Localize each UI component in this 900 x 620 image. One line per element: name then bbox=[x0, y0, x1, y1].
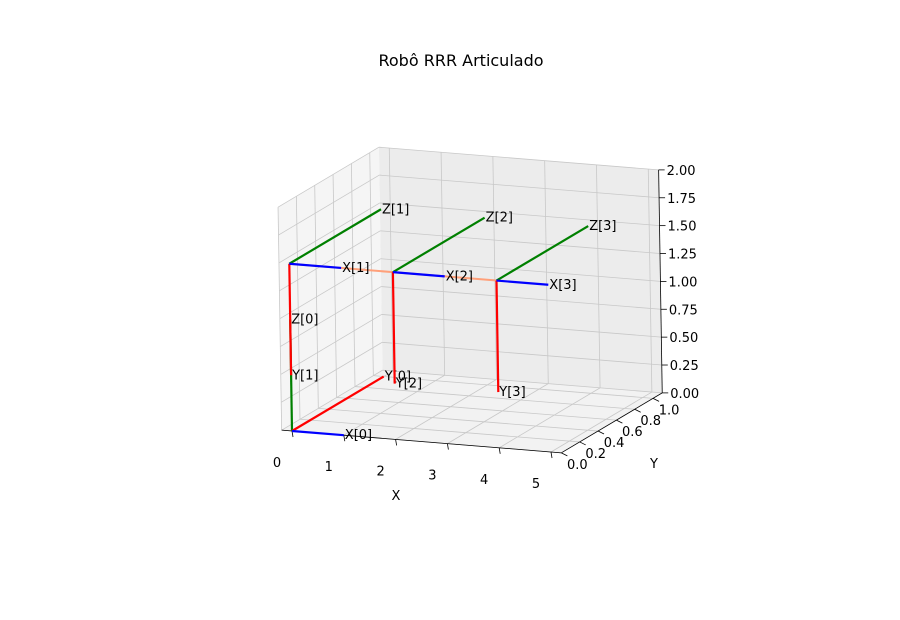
frame-3: Z[3] Y[3] X[3] bbox=[495, 219, 617, 400]
y-tick-mark bbox=[634, 408, 641, 413]
frame-0-x-axis bbox=[291, 429, 344, 437]
y-tick-label: 1.0 bbox=[659, 403, 680, 418]
frame-1-x-label: X[1] bbox=[342, 261, 369, 276]
floor-pane bbox=[281, 370, 663, 453]
y-tick-mark bbox=[579, 441, 586, 446]
grid-line bbox=[381, 286, 661, 310]
grid-line bbox=[278, 174, 380, 236]
frame-2-z-axis bbox=[392, 216, 486, 274]
frame-1-z-label: Z[1] bbox=[382, 202, 409, 217]
frame-3-y-label: Y[3] bbox=[498, 385, 525, 400]
grid-line bbox=[279, 258, 381, 320]
frame-1-y-label: Y[1] bbox=[291, 368, 318, 383]
frame-0-z-label: Z[0] bbox=[291, 313, 318, 328]
z-tick-label: 0.25 bbox=[670, 359, 699, 374]
grid-line bbox=[299, 418, 580, 443]
x-tick-label: 1 bbox=[325, 460, 333, 475]
z-tick-label: 1.50 bbox=[668, 220, 697, 235]
z-tick-label: 0.00 bbox=[670, 387, 699, 402]
frame-2-x-label: X[2] bbox=[446, 269, 473, 284]
tick-marks: 0 1 2 3 4 5 0.00.20.40.60.81.00.00 0.25 0.50 0.75… bbox=[273, 164, 699, 492]
y-tick-mark bbox=[652, 397, 660, 402]
frame-2-x-axis bbox=[392, 271, 445, 278]
grid-line bbox=[379, 174, 660, 199]
grid-line bbox=[280, 314, 382, 375]
grid-line bbox=[379, 202, 660, 227]
x-tick-mark bbox=[498, 447, 501, 454]
x-tick-mark bbox=[395, 439, 397, 446]
frame-0-y-label: Y[0] bbox=[384, 370, 411, 385]
x-tick-mark bbox=[447, 443, 449, 450]
frame-3-z-label: Z[3] bbox=[589, 219, 616, 234]
grid-line bbox=[277, 146, 380, 208]
y-tick-label: 0.2 bbox=[585, 447, 606, 462]
frame-2-y-axis bbox=[391, 272, 396, 384]
frame-3-x-axis bbox=[496, 279, 549, 286]
grid-line bbox=[343, 374, 445, 436]
y-tick-mark bbox=[561, 452, 568, 457]
grid-line bbox=[280, 286, 382, 347]
x-axis-label: X bbox=[392, 489, 401, 504]
y-tick-label: 0.6 bbox=[622, 425, 643, 440]
grid-line bbox=[447, 383, 549, 444]
grid-line bbox=[336, 397, 617, 421]
frame-0-x-label: X[0] bbox=[345, 428, 372, 443]
frame-3-y-axis bbox=[495, 280, 500, 393]
frame-1-x-axis bbox=[289, 262, 342, 270]
grid-line bbox=[550, 391, 653, 453]
x-tick-mark bbox=[550, 451, 553, 459]
grid-line bbox=[378, 146, 659, 171]
z-tick-label: 1.25 bbox=[668, 248, 697, 263]
frame-2: Z[2] Y[2] X[2] bbox=[391, 211, 513, 392]
grid-line bbox=[380, 230, 661, 254]
x-tick-label: 5 bbox=[532, 477, 540, 492]
frame-3-z-axis bbox=[495, 225, 589, 282]
grid-line bbox=[280, 341, 383, 403]
y-tick-label: 0.8 bbox=[640, 414, 661, 429]
frame-3-x-label: X[3] bbox=[549, 278, 576, 293]
chart-title: Robô RRR Articulado bbox=[378, 51, 543, 70]
y-tick-label: 0.0 bbox=[567, 458, 588, 473]
z-tick-label: 2.00 bbox=[667, 164, 696, 179]
grid-line bbox=[382, 369, 663, 394]
y-tick-label: 0.4 bbox=[604, 436, 625, 451]
x-tick-label: 2 bbox=[376, 464, 384, 479]
grid-line bbox=[380, 258, 661, 282]
frame-0-y-axis bbox=[291, 375, 385, 432]
grid-line bbox=[395, 379, 497, 440]
y-tick-mark bbox=[597, 430, 605, 435]
y-tick-mark bbox=[616, 419, 623, 424]
x-tick-label: 4 bbox=[480, 473, 488, 488]
coordinate-frames: Z[0] Y[0] X[0] Z[1] Y[1] X[1] Z[2] Y[2] X[2] Z[3]… bbox=[288, 202, 617, 443]
frame-1-y-axis bbox=[288, 263, 293, 376]
grid-line bbox=[354, 386, 635, 410]
y-axis-label: Y bbox=[649, 457, 658, 472]
z-tick-label: 1.75 bbox=[667, 192, 696, 207]
frame-2-z-label: Z[2] bbox=[486, 211, 513, 226]
frame-1-z-axis bbox=[288, 208, 382, 265]
grid-line bbox=[318, 407, 599, 432]
grid-line bbox=[381, 314, 662, 338]
y-axis-line bbox=[561, 392, 663, 454]
z-tick-label: 0.75 bbox=[669, 303, 698, 318]
grid-line bbox=[382, 341, 662, 366]
grid-line bbox=[278, 202, 381, 264]
x-tick-label: 3 bbox=[428, 469, 436, 484]
grid-line bbox=[498, 387, 601, 449]
x-tick-label: 0 bbox=[273, 456, 281, 471]
x-tick-mark bbox=[343, 435, 346, 442]
grid-line bbox=[373, 375, 654, 399]
z-tick-label: 0.50 bbox=[669, 331, 698, 346]
frame-1: Z[1] Y[1] X[1] bbox=[288, 202, 409, 383]
z-tick-label: 1.00 bbox=[668, 275, 697, 290]
grid-line bbox=[279, 230, 381, 292]
frame-2-y-label: Y[2] bbox=[395, 377, 422, 392]
grid-line bbox=[281, 369, 383, 431]
